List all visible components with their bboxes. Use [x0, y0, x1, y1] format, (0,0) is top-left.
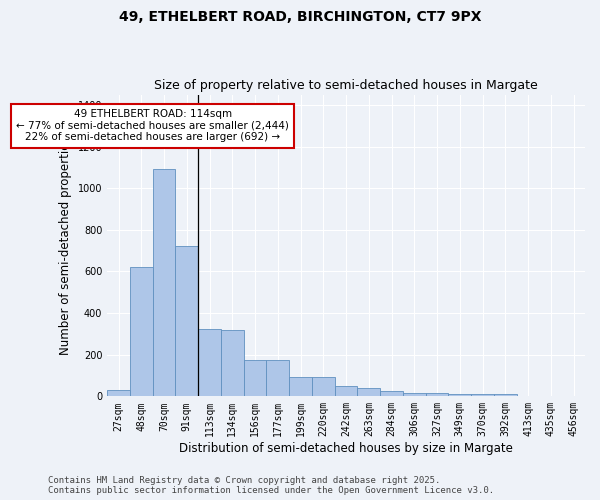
Bar: [494, 394, 517, 396]
Bar: [107, 390, 130, 396]
Bar: [380, 391, 403, 396]
X-axis label: Distribution of semi-detached houses by size in Margate: Distribution of semi-detached houses by …: [179, 442, 513, 455]
Title: Size of property relative to semi-detached houses in Margate: Size of property relative to semi-detach…: [154, 79, 538, 92]
Text: 49, ETHELBERT ROAD, BIRCHINGTON, CT7 9PX: 49, ETHELBERT ROAD, BIRCHINGTON, CT7 9PX: [119, 10, 481, 24]
Bar: [426, 393, 448, 396]
Bar: [289, 376, 312, 396]
Bar: [448, 394, 471, 396]
Bar: [312, 376, 335, 396]
Bar: [198, 328, 221, 396]
Bar: [244, 360, 266, 397]
Bar: [130, 268, 152, 396]
Bar: [358, 388, 380, 396]
Bar: [175, 246, 198, 396]
Text: 49 ETHELBERT ROAD: 114sqm
← 77% of semi-detached houses are smaller (2,444)
22% : 49 ETHELBERT ROAD: 114sqm ← 77% of semi-…: [16, 109, 289, 142]
Bar: [471, 394, 494, 396]
Bar: [221, 330, 244, 396]
Text: Contains HM Land Registry data © Crown copyright and database right 2025.
Contai: Contains HM Land Registry data © Crown c…: [48, 476, 494, 495]
Bar: [266, 360, 289, 397]
Bar: [152, 170, 175, 396]
Y-axis label: Number of semi-detached properties: Number of semi-detached properties: [59, 136, 72, 355]
Bar: [403, 392, 426, 396]
Bar: [335, 386, 358, 396]
